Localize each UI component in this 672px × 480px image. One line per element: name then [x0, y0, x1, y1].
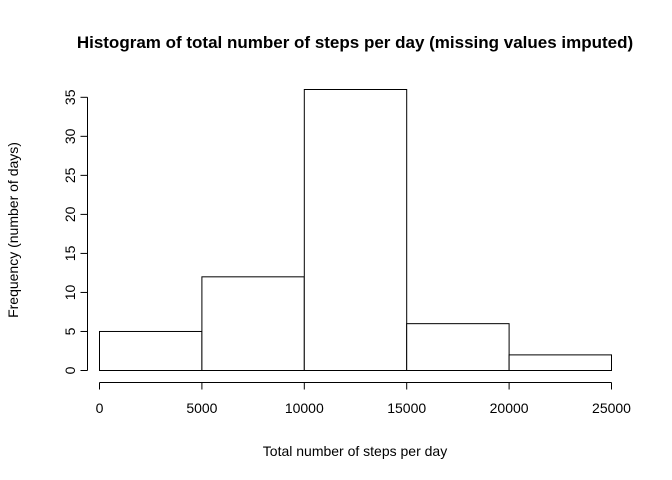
- histogram-bar-4: [508, 354, 613, 371]
- y-tick-label-4: 20: [62, 206, 78, 222]
- histogram-bar-1: [201, 276, 305, 372]
- x-tick-label-1: 5000: [186, 400, 217, 416]
- x-tick-label-4: 20000: [490, 400, 529, 416]
- histogram-bar-3: [406, 323, 510, 371]
- y-tick-label-7: 35: [62, 89, 78, 105]
- histogram-bar-0: [99, 330, 203, 372]
- histogram-bars: [99, 89, 613, 372]
- histogram-bar-2: [303, 89, 408, 371]
- x-tick-label-2: 10000: [285, 400, 324, 416]
- x-axis-label: Total number of steps per day: [263, 443, 447, 459]
- x-tick-label-0: 0: [96, 400, 104, 416]
- y-tick-label-2: 10: [62, 284, 78, 300]
- y-tick-label-6: 30: [62, 128, 78, 144]
- y-tick-label-3: 15: [62, 245, 78, 261]
- y-tick-label-0: 0: [62, 366, 78, 374]
- chart-title: Histogram of total number of steps per d…: [77, 33, 633, 52]
- x-axis: 0 5000 10000 15000 20000 25000: [96, 382, 631, 416]
- y-tick-label-5: 25: [62, 167, 78, 183]
- y-axis-label: Frequency (number of days): [5, 142, 21, 318]
- x-tick-label-3: 15000: [387, 400, 426, 416]
- y-axis: 0 5 10 15 20 25 30 35: [62, 89, 88, 374]
- y-tick-label-1: 5: [62, 327, 78, 335]
- x-tick-label-5: 25000: [592, 400, 631, 416]
